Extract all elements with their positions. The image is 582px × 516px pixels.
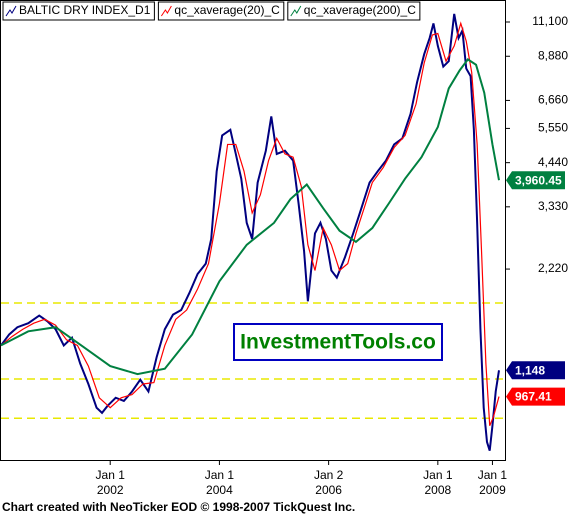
lines [0, 13, 500, 451]
grid [1, 302, 505, 465]
legend-label: qc_xaverage(200)_C [304, 3, 416, 17]
legend-box [2, 1, 155, 21]
legend-label: BALTIC DRY INDEX_D1 [19, 3, 151, 17]
legend-icon [5, 5, 17, 17]
y-axis: 2,220 3,330 4,440 5,550 6,660 8,880 11,100 1,14… [505, 14, 568, 406]
chart-svg: InvestmentTools.co BALTIC DRY INDEX_D1 qc… [0, 0, 569, 465]
legend-label: qc_xaverage(20)_C [174, 3, 280, 17]
end-label-box [506, 361, 565, 380]
watermark: InvestmentTools.co [240, 331, 436, 354]
y-tick-label: 3,330 [538, 199, 568, 213]
y-tick-label: 2,220 [538, 261, 568, 275]
y-tick-label: 5,550 [538, 121, 568, 135]
footer: Chart created with NeoTicker EOD © 1998-… [2, 500, 356, 514]
y-tick-label: 11,100 [532, 14, 568, 28]
end-label-box [506, 171, 565, 190]
series-line [0, 58, 500, 376]
legend-entry: BALTIC DRY INDEX_D1 [2, 1, 155, 21]
x-tick-label: Jan 1 2009 [477, 468, 508, 497]
legend-box [157, 1, 285, 21]
x-tick-label: Jan 1 2002 [95, 468, 125, 497]
y-tick-label: 6,660 [538, 93, 568, 107]
x-tick-label: Jan 1 2004 [204, 468, 235, 497]
end-label-box [506, 387, 565, 406]
x-tick-label: Jan 2 2006 [313, 468, 344, 497]
legend-entry: qc_xaverage(20)_C [157, 1, 285, 21]
legend-entry: qc_xaverage(200)_C [287, 1, 421, 21]
x-tick-label: Jan 1 2008 [423, 468, 453, 497]
legend-icon [290, 5, 302, 17]
legend-box [287, 1, 421, 21]
watermark-box [233, 323, 443, 361]
end-label: 1,148 [515, 363, 545, 377]
legend-icon [160, 5, 172, 17]
y-tick-label: 4,440 [538, 155, 568, 169]
end-label: 967.41 [515, 390, 552, 404]
end-label: 3,960.45 [515, 173, 562, 187]
series-line [0, 21, 500, 426]
y-tick-label: 8,880 [538, 48, 568, 62]
legend: BALTIC DRY INDEX_D1 qc_xaverage(20)_C qc_x… [2, 1, 421, 21]
